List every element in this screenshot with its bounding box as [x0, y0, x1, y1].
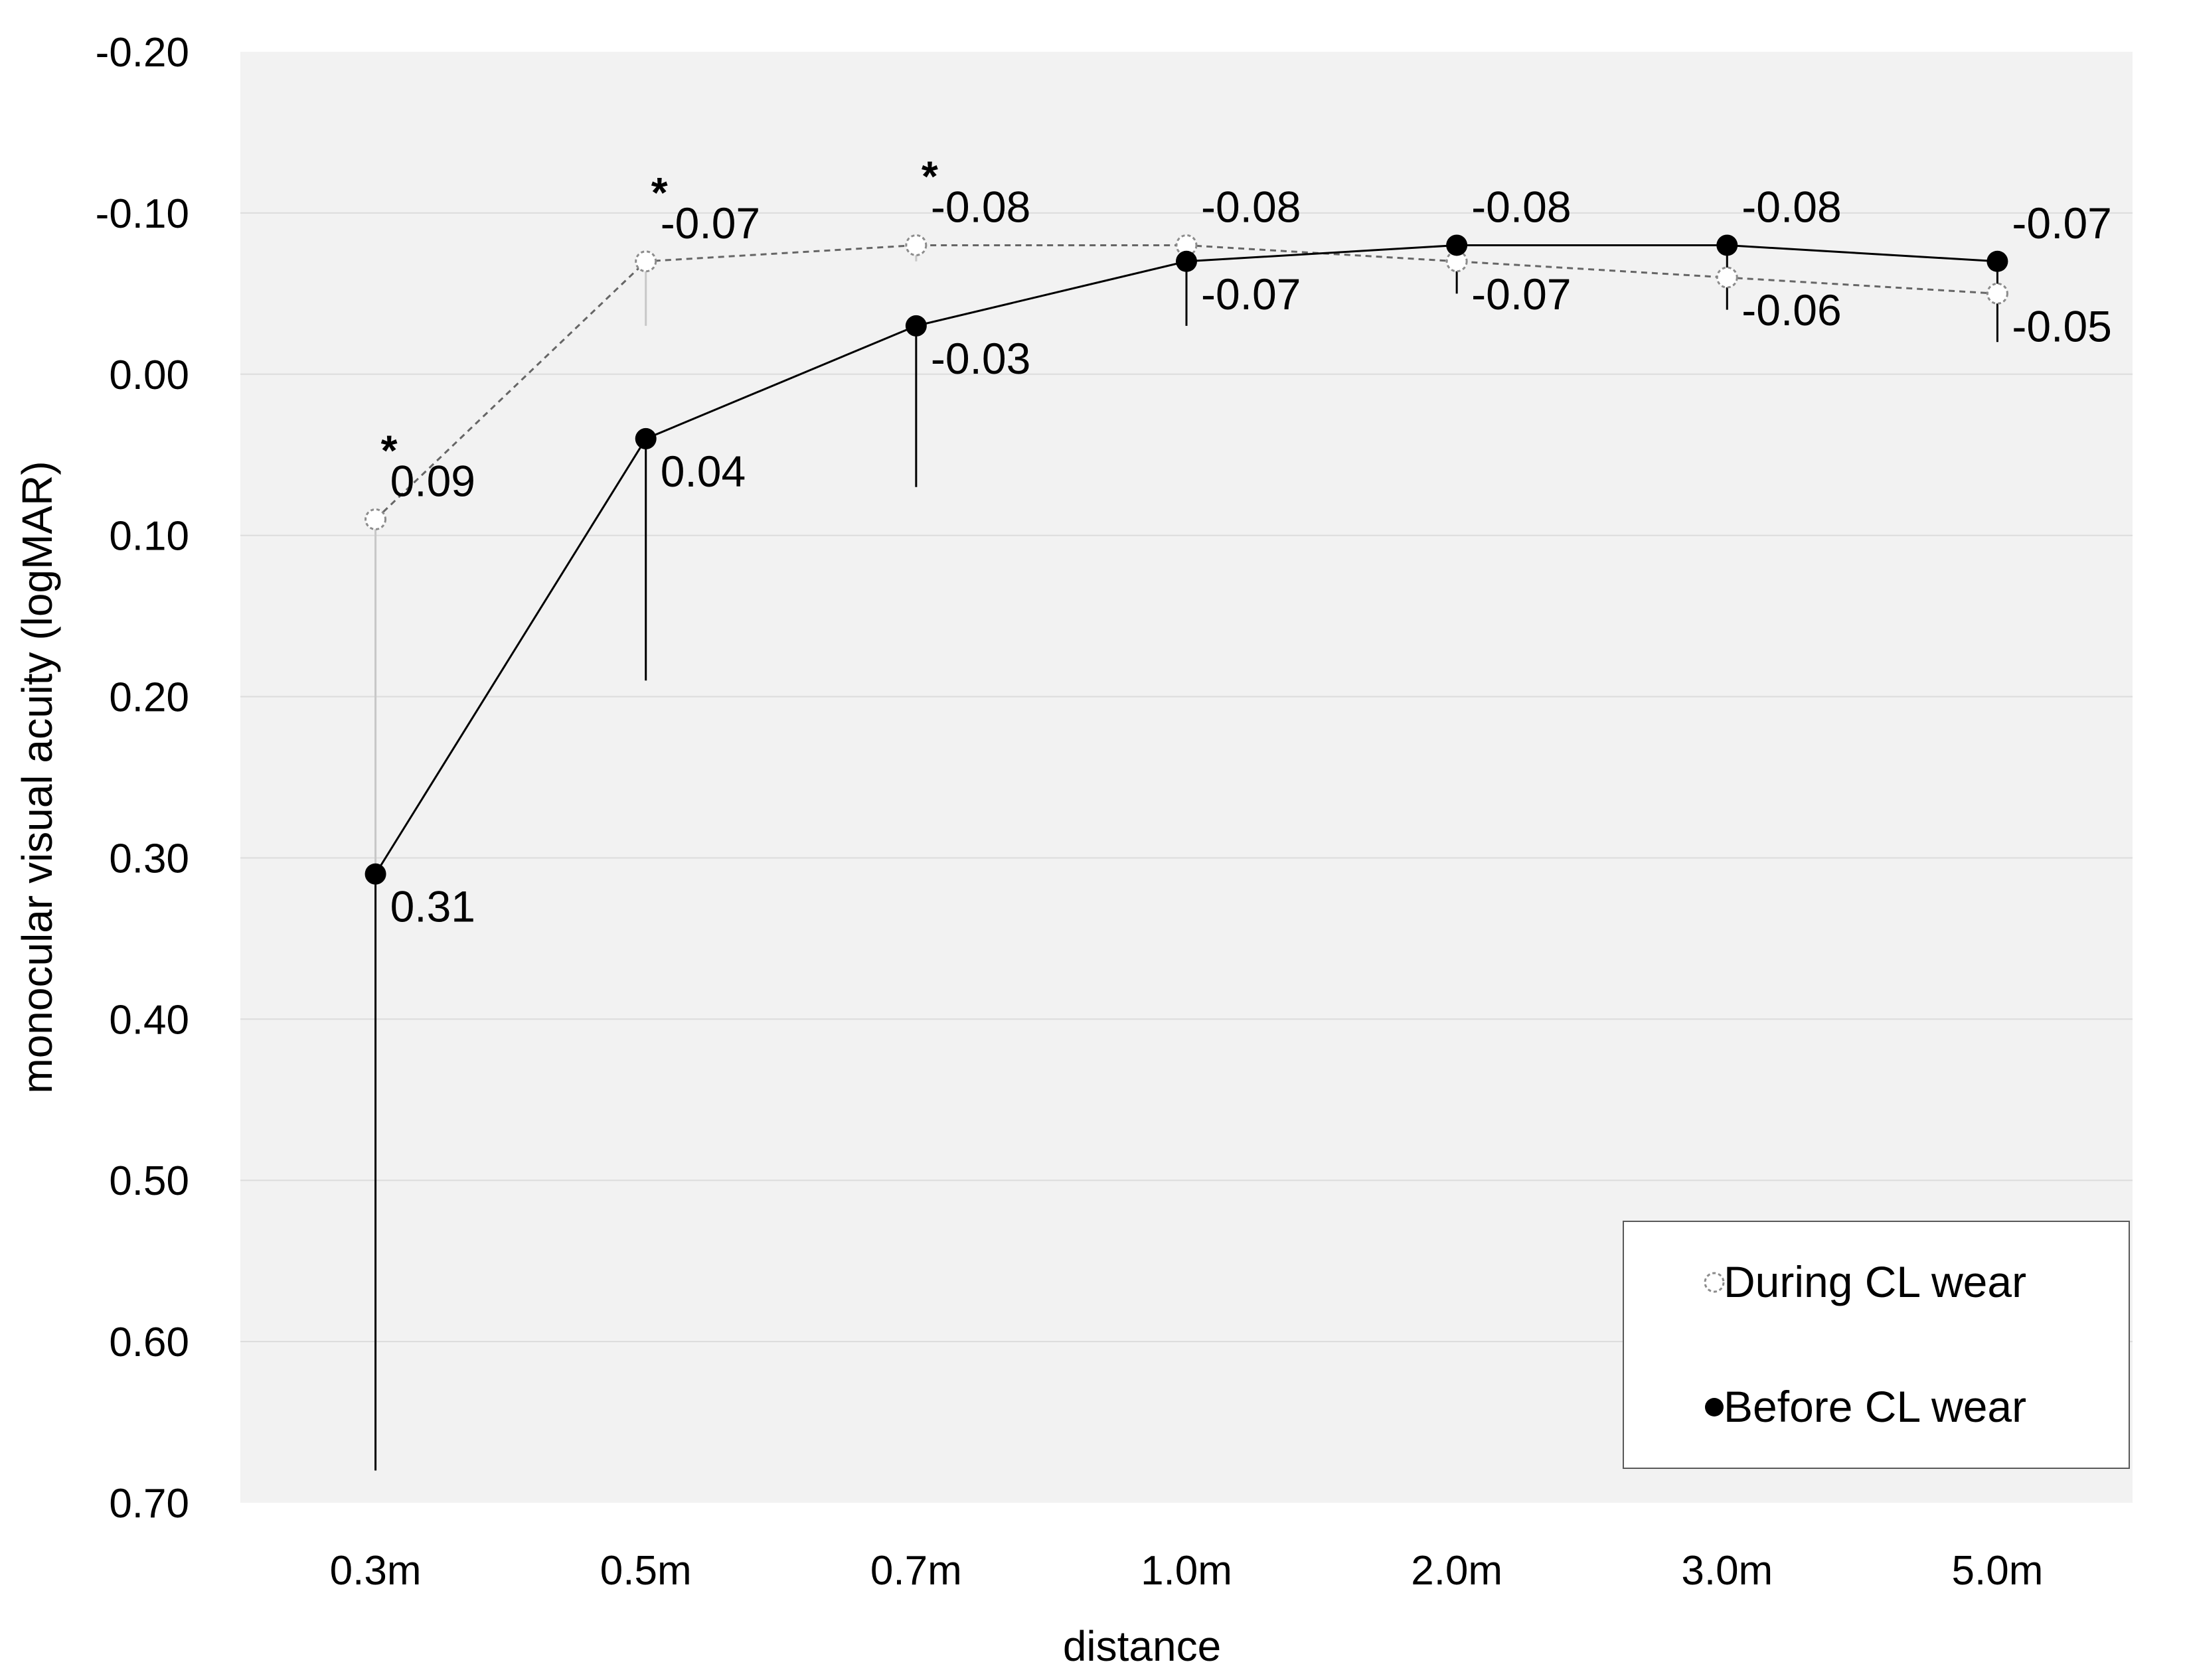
during-series-point — [1986, 282, 2008, 305]
y-tick-label: 0.60 — [109, 1320, 189, 1365]
x-tick-label: 0.7m — [870, 1548, 962, 1594]
x-tick-label: 2.0m — [1411, 1548, 1502, 1594]
legend-label-before: Before CL wear — [1724, 1382, 2026, 1431]
x-tick-label: 5.0m — [1952, 1548, 2044, 1594]
significance-marker: * — [922, 152, 938, 200]
before-series-point — [905, 315, 927, 337]
x-axis-title: distance — [1063, 1622, 1221, 1670]
gridlines — [240, 212, 2133, 1343]
during-series-point — [905, 234, 928, 256]
y-tick-label: 0.20 — [109, 675, 189, 721]
x-tick-label: 3.0m — [1681, 1548, 1773, 1594]
legend-label-during: During CL wear — [1724, 1257, 2026, 1306]
during-series-point — [364, 508, 387, 530]
before-series-data-label: 0.04 — [661, 447, 746, 496]
during-series-data-label: -0.08 — [931, 182, 1030, 231]
y-tick-label: -0.10 — [96, 191, 189, 237]
before-series-point — [1986, 250, 2008, 272]
y-tick-label: 0.40 — [109, 997, 189, 1043]
during-series-data-label: -0.07 — [1471, 269, 1571, 319]
x-tick-label: 0.5m — [600, 1548, 692, 1594]
during-series-point — [1175, 234, 1198, 256]
before-series-data-label: -0.08 — [1741, 182, 1841, 231]
legend-marker-before — [1705, 1398, 1724, 1416]
during-series-data-label: -0.08 — [1201, 182, 1301, 231]
significance-marker: * — [651, 169, 668, 216]
during-series-data-label: -0.05 — [2012, 301, 2111, 350]
legend-box — [1623, 1221, 2130, 1469]
y-tick-label: 0.30 — [109, 836, 189, 881]
before-series-data-label: -0.07 — [1201, 269, 1301, 319]
y-tick-label: -0.20 — [96, 30, 189, 76]
before-series-point — [1446, 234, 1468, 256]
before-series-point — [364, 863, 386, 885]
during-series-point — [635, 250, 657, 273]
x-axis-ticks: 0.3m 0.5m 0.7m 1.0m 2.0m 3.0m 5.0m — [330, 1548, 2044, 1594]
x-tick-label: 0.3m — [330, 1548, 422, 1594]
before-series-data-label: -0.07 — [2012, 198, 2111, 248]
y-axis-ticks: -0.20 -0.10 0.00 0.10 0.20 0.30 0.40 0.50 0.60 0.… — [96, 30, 189, 1527]
y-tick-label: 0.00 — [109, 352, 189, 398]
x-tick-label: 1.0m — [1141, 1548, 1232, 1594]
legend-marker-during — [1704, 1272, 1725, 1293]
series-layer: 0.09 -0.07 -0.08 -0.08 -0.07 -0.06 -0.05 0.31 0.… — [364, 182, 2112, 1471]
y-tick-label: 0.50 — [109, 1158, 189, 1204]
before-series-point — [635, 427, 657, 449]
during-series-data-label: -0.07 — [661, 198, 760, 248]
annotations: * * * — [381, 152, 938, 474]
y-tick-label: 0.70 — [109, 1481, 189, 1527]
significance-marker: * — [381, 426, 398, 474]
y-tick-label: 0.10 — [109, 514, 189, 560]
legend: During CL wear Before CL wear — [1623, 1221, 2130, 1469]
during-series-data-label: -0.06 — [1741, 285, 1841, 335]
before-series-data-label: -0.03 — [931, 334, 1030, 383]
during-series-point — [1716, 266, 1738, 289]
y-axis-title: monocular visual acuity (logMAR) — [13, 461, 61, 1093]
during-series-data-label: 0.09 — [390, 456, 475, 505]
before-series-point — [1176, 250, 1197, 272]
before-series-data-label: 0.31 — [390, 882, 475, 931]
before-series-point — [1716, 234, 1738, 256]
during-series-point — [1445, 250, 1468, 273]
before-series-data-label: -0.08 — [1471, 182, 1571, 231]
